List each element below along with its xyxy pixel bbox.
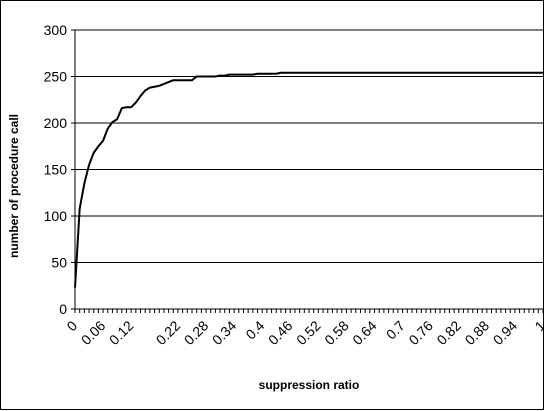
x-tick-label: 0.12 — [106, 317, 137, 348]
x-tick-label: 1 — [531, 317, 544, 334]
x-tick-label: 0.7 — [383, 317, 408, 342]
x-tick-label: 0.4 — [242, 317, 267, 342]
y-tick-label: 150 — [44, 162, 68, 178]
x-tick-label: 0.58 — [321, 317, 352, 348]
axes — [74, 30, 544, 313]
x-tick-label: 0.52 — [293, 317, 324, 348]
x-axis-title: suppression ratio — [259, 378, 360, 392]
x-tick-labels: 00.060.12 0.220.280.34 0.40.460.520.580.64… — [63, 317, 544, 348]
x-tick-label: 0.82 — [433, 317, 464, 348]
x-tick-label: 0.22 — [153, 317, 184, 348]
gridlines — [71, 29, 543, 310]
x-tick-label: 0.94 — [490, 317, 521, 348]
y-tick-label: 100 — [44, 208, 68, 224]
x-tick-label: 0.34 — [209, 317, 240, 348]
x-tick-label: 0.64 — [349, 317, 380, 348]
x-tick-label: 0.76 — [405, 317, 436, 348]
series-line — [74, 71, 543, 288]
x-tick-label: 0.88 — [462, 317, 493, 348]
x-tick-label: 0.06 — [78, 317, 109, 348]
y-tick-label: 0 — [59, 301, 67, 317]
y-tick-label: 50 — [51, 255, 67, 271]
x-tick-label: 0.28 — [181, 317, 212, 348]
y-axis-title: number of procedure call — [7, 114, 21, 258]
y-tick-label: 250 — [44, 69, 68, 85]
y-tick-label: 300 — [44, 22, 68, 38]
x-tick-label: 0 — [63, 317, 80, 334]
series-layer — [74, 71, 543, 288]
y-tick-labels: 0 50 100 150 200 250 300 — [44, 22, 68, 317]
y-tick-label: 200 — [44, 115, 68, 131]
x-tick-label: 0.46 — [265, 317, 296, 348]
